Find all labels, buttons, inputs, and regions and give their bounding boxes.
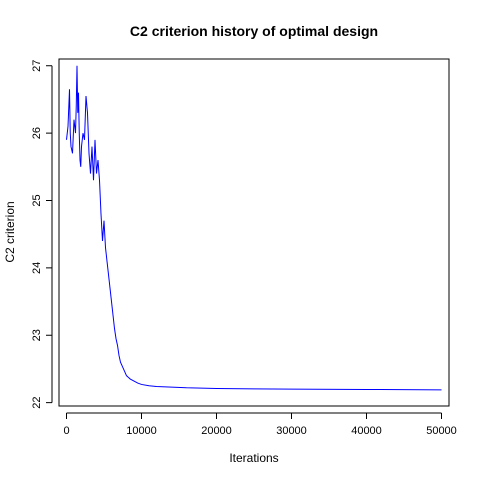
y-tick-label: 24 [31,262,43,274]
plot-area-frame [58,58,450,407]
y-tick-label: 23 [31,329,43,341]
y-tick-label: 26 [31,127,43,139]
x-axis-label: Iterations [229,451,278,465]
y-tick-label: 27 [31,60,43,72]
y-axis-label: C2 criterion [3,201,17,262]
x-tick-label: 40000 [351,425,382,437]
x-tick-label: 10000 [126,425,157,437]
series-line [66,65,442,391]
x-axis: 0 10000 20000 30000 40000 50000 [63,412,457,437]
y-tick-label: 25 [31,194,43,206]
x-tick-label: 20000 [201,425,232,437]
chart-title: C2 criterion history of optimal design [130,23,378,39]
x-tick-label: 30000 [276,425,307,437]
y-axis: 22 23 24 25 26 27 [31,60,53,409]
y-tick-label: 22 [31,397,43,409]
x-tick-label: 50000 [426,425,457,437]
x-tick-label: 0 [63,425,69,437]
